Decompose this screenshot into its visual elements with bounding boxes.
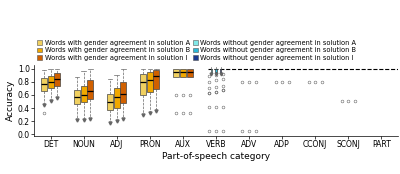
Bar — [211, 69, 212, 72]
Bar — [74, 90, 80, 104]
Bar — [154, 70, 160, 89]
X-axis label: Part-of-speech category: Part-of-speech category — [162, 152, 270, 161]
Y-axis label: Accuracy: Accuracy — [6, 80, 15, 121]
Bar — [186, 69, 192, 77]
Bar — [87, 80, 93, 99]
Bar — [54, 73, 60, 86]
Bar — [41, 78, 47, 91]
Bar — [120, 82, 126, 104]
Bar — [107, 94, 113, 110]
Bar — [180, 69, 186, 77]
Bar — [173, 69, 179, 77]
Bar — [220, 69, 221, 72]
Bar — [147, 72, 153, 92]
Legend: Words with gender agreement in solution A, Words with gender agreement in soluti: Words with gender agreement in solution … — [37, 40, 356, 61]
Bar — [48, 76, 54, 88]
Bar — [81, 86, 87, 102]
Bar — [114, 88, 120, 108]
Bar — [215, 69, 217, 72]
Bar — [140, 74, 146, 95]
